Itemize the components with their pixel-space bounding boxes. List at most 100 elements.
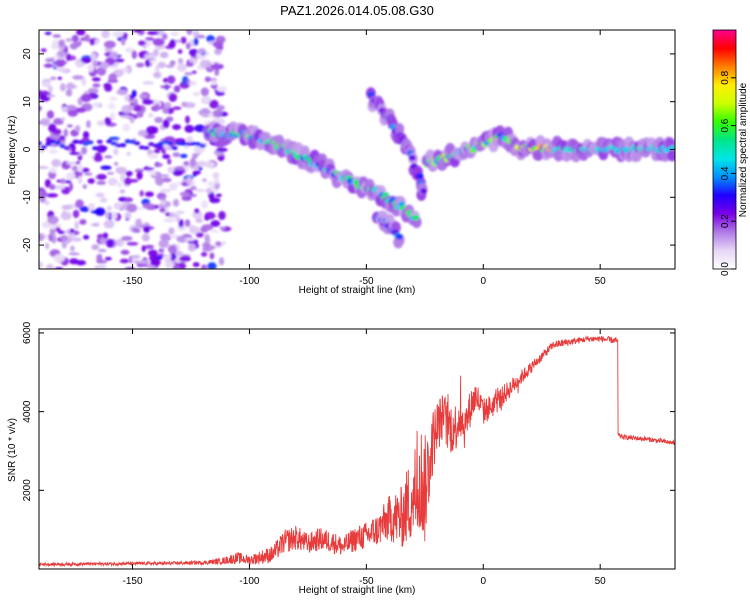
spectrogram-speckle (65, 53, 72, 61)
spectrogram-speckle (48, 234, 54, 242)
snr-xtick-label: -50 (359, 576, 374, 587)
spectrogram-speckle (165, 212, 171, 217)
spectrogram-speckle (81, 146, 88, 155)
spectrogram-speckle (40, 118, 51, 126)
spectrogram-speckle (119, 115, 132, 119)
spectrogram-speckle (159, 51, 169, 59)
spectrogram-speckle (76, 30, 86, 36)
spectrogram-speckle (192, 210, 203, 219)
spectrogram-speckle (167, 158, 172, 165)
spectrogram-speckle (206, 181, 216, 187)
colorbar-tick-label: 0.0 (720, 262, 731, 276)
spectrogram-speckle (104, 117, 112, 125)
spectrogram-speckle (181, 195, 189, 201)
spectrogram-speckle (172, 264, 180, 269)
snr-ytick-label: 6000 (22, 321, 33, 344)
spectrogram-speckle (55, 60, 68, 65)
spectrogram-speckle (153, 148, 161, 154)
snr-xtick-label: 0 (480, 576, 486, 587)
spectrogram-speckle (131, 255, 141, 259)
snr-xtick-label: -100 (239, 576, 259, 587)
spectrogram-speckle (194, 208, 200, 214)
spectrogram-speckle (58, 39, 65, 48)
spectrogram-speckle (45, 141, 52, 146)
spectrogram-speckle (162, 177, 172, 183)
spectrogram-speckle (49, 183, 56, 191)
spectrogram-speckle (195, 232, 204, 238)
spectrogram-speckle (40, 48, 47, 53)
spectrogram-speckle (105, 238, 115, 248)
spectrogram-speckle (201, 107, 210, 114)
spectrogram-speckle (200, 87, 210, 97)
spectrogram-speckle (171, 146, 178, 151)
spectrogram-speckle (160, 233, 171, 241)
spectrogram-speckle (133, 30, 143, 33)
spectrogram-speckle (69, 228, 75, 234)
spectrogram-speckle (96, 66, 107, 76)
spectrogram-speckle (89, 39, 96, 46)
spectrogram-trace-segment (408, 154, 416, 161)
spectrogram-speckle (44, 179, 51, 188)
spectrogram-halo (667, 149, 675, 162)
spectrogram-speckle (163, 253, 172, 260)
spectrogram-speckle (142, 167, 155, 171)
spectrogram-speckle (104, 47, 113, 53)
spectrogram-speckle (81, 77, 87, 86)
spectrogram-speckle (144, 37, 155, 41)
spectrogram-speckle (75, 161, 81, 165)
spectrogram-speckle (159, 174, 170, 178)
spectrogram-speckle (211, 229, 219, 234)
spectrogram-speckle (160, 85, 172, 89)
spectrogram-speckle (181, 101, 188, 108)
spectrogram-speckle (120, 143, 127, 148)
spectrogram-ytick-label: -20 (22, 237, 33, 252)
spectrogram-speckle (176, 141, 183, 146)
spectrogram-speckle (180, 36, 187, 44)
spectrogram-speckle (201, 264, 208, 269)
spectrogram-speckle (96, 139, 103, 144)
spectrogram-speckle (169, 39, 177, 45)
spectrogram-speckle (212, 172, 220, 179)
spectrogram-speckle (200, 95, 212, 105)
spectrogram-speckle (147, 249, 158, 257)
spectrogram-speckle (215, 90, 225, 96)
spectrogram-speckle (69, 42, 78, 50)
spectrogram-speckle (178, 219, 184, 228)
spectrogram-speckle (47, 215, 59, 225)
spectrogram-speckle (96, 264, 107, 269)
spectrogram-speckle (96, 259, 108, 264)
spectrogram-speckle (109, 51, 119, 59)
spectrogram-speckle (148, 142, 155, 147)
spectrogram-speckle (135, 62, 145, 68)
spectrogram-speckle (91, 244, 100, 251)
spectrogram-speckle (138, 40, 146, 46)
spectrogram-speckle (215, 241, 222, 246)
spectrogram-speckle (42, 78, 52, 82)
spectrogram-speckle (174, 251, 184, 257)
spectrogram-speckle (108, 102, 116, 110)
spectrogram-speckle (195, 218, 204, 223)
spectrogram-speckle (82, 234, 90, 240)
colorbar-tick-label: 0.8 (720, 70, 731, 84)
spectrogram-speckle (119, 189, 126, 194)
spectrogram-speckle (152, 143, 159, 148)
spectrogram-speckle (187, 243, 196, 252)
spectrogram-speckle (39, 191, 48, 198)
colorbar-tick-label: 0.2 (720, 214, 731, 228)
spectrogram-speckle (125, 170, 133, 177)
spectrogram-speckle (115, 143, 122, 148)
spectrogram-speckle (87, 64, 95, 73)
spectrogram-speckle (58, 45, 66, 50)
spectrogram-speckle (150, 171, 157, 176)
colorbar-gradient (713, 30, 736, 269)
spectrogram-ytick-label: 20 (22, 48, 33, 60)
spectrogram-speckle (116, 89, 128, 96)
spectrogram-speckle (39, 165, 49, 170)
spectrogram-ytick-label: 10 (22, 96, 33, 108)
spectrogram-speckle (212, 41, 224, 48)
spectrogram-speckle (90, 209, 103, 214)
spectrogram-speckle (106, 205, 112, 211)
colorbar-axis: 0.0 0.2 0.4 0.6 0.8 (720, 70, 736, 276)
snr-xtick-label: 50 (595, 576, 607, 587)
spectrogram-speckle (193, 37, 199, 46)
